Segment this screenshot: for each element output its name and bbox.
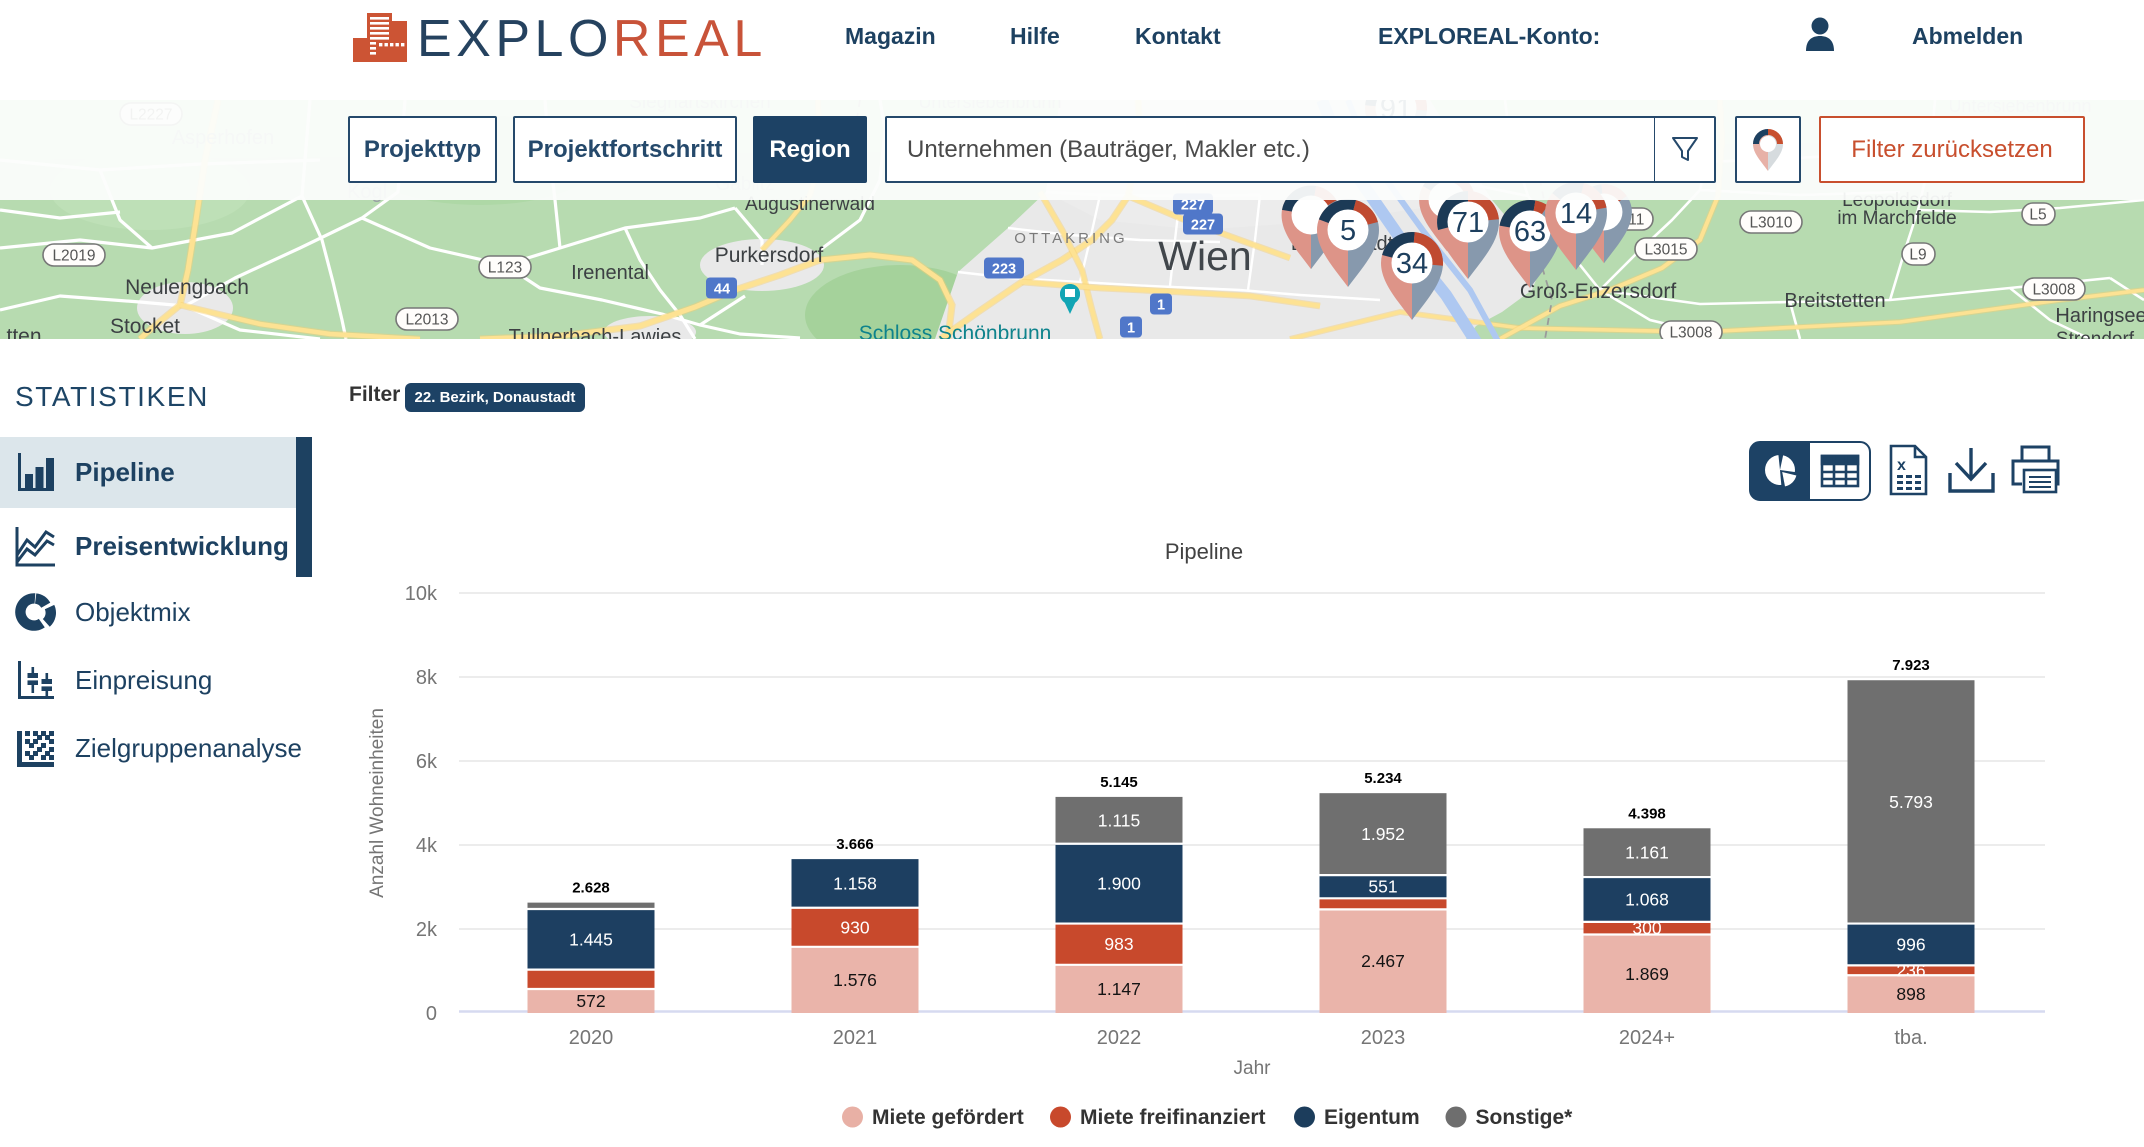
svg-text:983: 983: [1104, 934, 1133, 954]
svg-text:Schloss Schönbrunn: Schloss Schönbrunn: [859, 322, 1052, 339]
svg-text:930: 930: [840, 917, 869, 937]
svg-text:227: 227: [1181, 198, 1205, 214]
svg-text:Tullnerbach-Lawies: Tullnerbach-Lawies: [509, 326, 682, 339]
svg-text:1.115: 1.115: [1098, 810, 1141, 830]
svg-text:Miete freifinanziert: Miete freifinanziert: [1080, 1106, 1266, 1129]
svg-text:Breitstetten: Breitstetten: [1784, 290, 1885, 312]
svg-text:1.869: 1.869: [1625, 964, 1669, 984]
svg-text:5.793: 5.793: [1889, 792, 1933, 812]
svg-text:996: 996: [1896, 935, 1925, 955]
svg-text:1.068: 1.068: [1625, 890, 1669, 910]
svg-text:44: 44: [714, 282, 730, 298]
svg-text:L5: L5: [2029, 207, 2046, 224]
svg-text:898: 898: [1896, 984, 1925, 1004]
svg-text:L2013: L2013: [405, 312, 448, 329]
svg-text:0: 0: [426, 1003, 437, 1025]
svg-text:Sonstige*: Sonstige*: [1476, 1106, 1574, 1129]
svg-text:572: 572: [576, 991, 605, 1011]
svg-text:Miete gefördert: Miete gefördert: [872, 1106, 1024, 1129]
svg-text:2023: 2023: [1361, 1027, 1406, 1049]
svg-text:1.952: 1.952: [1361, 824, 1405, 844]
svg-text:1.900: 1.900: [1097, 874, 1141, 894]
svg-text:2024+: 2024+: [1619, 1027, 1675, 1049]
svg-text:tten: tten: [6, 325, 41, 339]
svg-text:1: 1: [1127, 321, 1135, 337]
svg-text:3.666: 3.666: [836, 836, 874, 853]
svg-text:71: 71: [1452, 207, 1484, 239]
svg-text:Jahr: Jahr: [1234, 1058, 1272, 1079]
svg-text:L3008: L3008: [2032, 282, 2075, 299]
svg-text:7.923: 7.923: [1892, 657, 1930, 674]
svg-text:300: 300: [1632, 918, 1661, 938]
svg-text:1.161: 1.161: [1625, 843, 1669, 863]
svg-text:Anzahl Wohneinheiten: Anzahl Wohneinheiten: [367, 708, 388, 898]
svg-text:1.147: 1.147: [1097, 979, 1141, 999]
svg-text:L123: L123: [488, 260, 522, 277]
svg-text:4.398: 4.398: [1628, 805, 1666, 822]
svg-text:OTTAKRING: OTTAKRING: [1014, 230, 1127, 247]
svg-text:Haringsee: Haringsee: [2055, 305, 2144, 327]
svg-text:Neulengbach: Neulengbach: [125, 276, 249, 299]
svg-text:6k: 6k: [416, 751, 438, 773]
svg-text:14: 14: [1560, 198, 1592, 230]
svg-text:Irenental: Irenental: [571, 262, 649, 284]
svg-text:5.145: 5.145: [1100, 774, 1138, 791]
svg-text:Stocket: Stocket: [110, 315, 180, 338]
svg-text:L3015: L3015: [1644, 242, 1687, 259]
svg-text:2.628: 2.628: [572, 880, 610, 897]
svg-text:223: 223: [992, 262, 1016, 278]
svg-text:tba.: tba.: [1894, 1027, 1927, 1049]
svg-text:2022: 2022: [1097, 1027, 1142, 1049]
svg-text:x: x: [1897, 457, 1906, 474]
svg-text:10k: 10k: [405, 583, 438, 605]
svg-text:L9: L9: [1909, 247, 1926, 264]
svg-text:Wien: Wien: [1158, 233, 1251, 279]
svg-text:2021: 2021: [833, 1027, 878, 1049]
svg-text:8k: 8k: [416, 667, 438, 689]
svg-text:551: 551: [1368, 877, 1397, 897]
svg-text:Eigentum: Eigentum: [1324, 1106, 1420, 1129]
svg-text:Purkersdorf: Purkersdorf: [715, 244, 824, 267]
svg-text:L2019: L2019: [52, 248, 95, 265]
svg-text:1.158: 1.158: [833, 873, 877, 893]
svg-text:227: 227: [1191, 218, 1215, 234]
svg-text:2k: 2k: [416, 919, 438, 941]
svg-text:5: 5: [1340, 215, 1356, 247]
svg-text:im Marchfelde: im Marchfelde: [1837, 208, 1956, 229]
svg-text:1.576: 1.576: [833, 970, 877, 990]
svg-text:L3010: L3010: [1749, 215, 1792, 232]
svg-text:2020: 2020: [569, 1027, 614, 1049]
svg-text:4k: 4k: [416, 835, 438, 857]
svg-text:Groß-Enzersdorf: Groß-Enzersdorf: [1520, 280, 1677, 303]
svg-text:1.445: 1.445: [569, 929, 613, 949]
svg-text:34: 34: [1396, 248, 1428, 280]
svg-text:Pipeline: Pipeline: [1165, 539, 1243, 564]
svg-text:236: 236: [1896, 960, 1925, 980]
svg-text:Strendorf: Strendorf: [2056, 329, 2135, 339]
svg-text:2.467: 2.467: [1361, 951, 1405, 971]
svg-text:5.234: 5.234: [1364, 770, 1402, 787]
svg-text:63: 63: [1514, 216, 1546, 248]
svg-text:L3008: L3008: [1669, 325, 1712, 340]
svg-text:1: 1: [1157, 298, 1165, 314]
